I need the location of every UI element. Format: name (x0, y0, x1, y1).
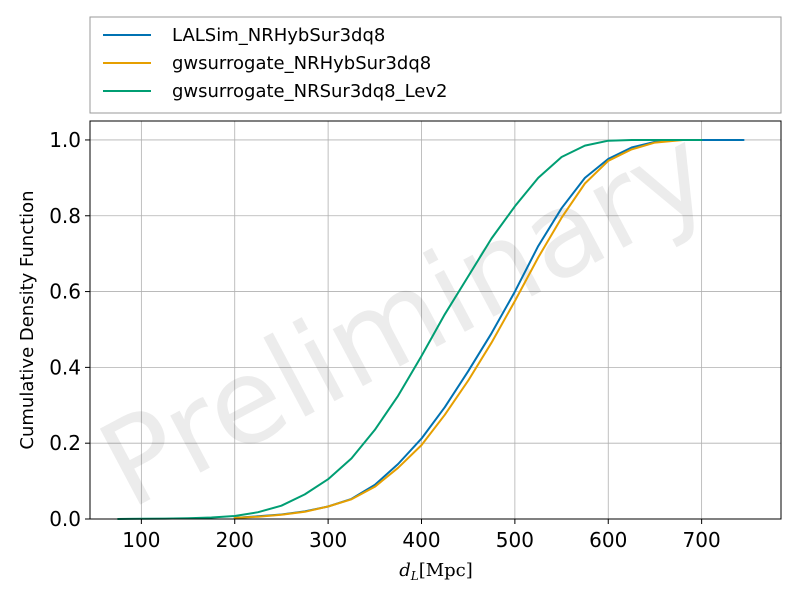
y-tick-label: 0.8 (49, 204, 81, 228)
x-tick-label: 100 (122, 528, 160, 552)
legend-frame (89, 16, 782, 114)
y-tick-label: 0.4 (49, 355, 81, 379)
x-axis-label-unit: [Mpc] (419, 560, 473, 581)
legend-label: gwsurrogate_NRSur3dq8_Lev2 (172, 81, 447, 102)
series-line-2 (233, 139, 684, 519)
y-tick-label: 0.0 (49, 507, 81, 531)
legend-label: gwsurrogate_NRHybSur3dq8 (172, 53, 431, 74)
tick-labels: 100 200 300 400 500 600 700 0.0 0.2 0.4 0.6 0.8 1.0 (49, 128, 721, 552)
plot-area: Preliminary 100 200 300 400 500 600 7000.00.20… (49, 100, 782, 552)
x-tick-label: 700 (683, 528, 721, 552)
x-tick-label: 500 (496, 528, 534, 552)
x-tick-label: 600 (589, 528, 627, 552)
x-axis-label: dL[Mpc] (399, 560, 473, 583)
x-tick-label: 300 (309, 528, 347, 552)
x-axis-label-subscript: L (410, 569, 419, 583)
y-tick-label: 0.2 (49, 431, 81, 455)
ticks (85, 139, 703, 524)
legend: LALSim_NRHybSur3dq8 gwsurrogate_NRHybSur3… (89, 16, 782, 114)
series-line-3 (117, 139, 703, 520)
plot-frame (89, 120, 782, 520)
plot-background (90, 121, 781, 519)
legend-label: LALSim_NRHybSur3dq8 (172, 25, 385, 46)
series-lines (117, 139, 745, 520)
y-axis-label: Cumulative Density Function (17, 190, 38, 449)
x-tick-label: 400 (402, 528, 440, 552)
y-tick-label: 1.0 (49, 128, 81, 152)
x-axis-label-symbol: d (399, 560, 411, 581)
y-tick-label: 0.6 (49, 280, 81, 304)
x-tick-label: 200 (216, 528, 254, 552)
